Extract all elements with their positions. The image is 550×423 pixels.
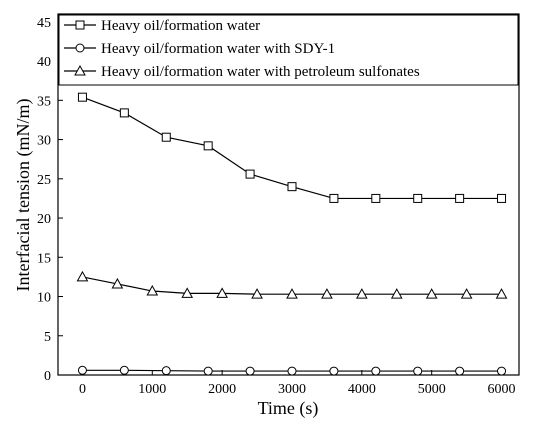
- y-tick-label: 0: [44, 369, 51, 384]
- data-point-circle: [287, 366, 297, 376]
- y-tick-label: 45: [37, 16, 51, 31]
- series-square: [77, 92, 507, 203]
- x-tick-label: 1000: [138, 382, 166, 397]
- legend-item: Heavy oil/formation water: [64, 18, 260, 34]
- data-point-triangle: [146, 284, 159, 296]
- data-point-triangle: [216, 287, 228, 298]
- plot-frame: [57, 13, 520, 376]
- series-triangle: [76, 270, 508, 299]
- y-tick-label: 35: [37, 94, 51, 109]
- y-tick-label: 20: [37, 212, 51, 227]
- data-point-circle: [329, 366, 339, 376]
- x-tick-label: 4000: [348, 382, 376, 397]
- legend-item: Heavy oil/formation water with SDY-1: [64, 41, 335, 57]
- x-axis-ticks: 0 1000 2000 3000 4000 5000 6000: [79, 370, 516, 397]
- y-axis-ticks: 0 5 10 15 20 25 30 35 40 45: [37, 16, 63, 384]
- data-point-square: [119, 108, 129, 118]
- legend-item: Heavy oil/formation water with petroleum…: [64, 64, 420, 80]
- legend-marker-square: [75, 20, 85, 30]
- data-point-triangle: [460, 288, 473, 299]
- x-tick-label: 3000: [278, 382, 306, 397]
- data-point-triangle: [181, 287, 194, 298]
- data-point-square: [371, 193, 381, 203]
- y-tick-label: 25: [37, 173, 51, 188]
- x-tick-label: 6000: [488, 382, 516, 397]
- y-tick-label: 5: [44, 330, 51, 345]
- x-axis-title: Time (s): [258, 398, 319, 419]
- data-point-circle: [497, 366, 507, 376]
- y-tick-label: 10: [37, 291, 51, 306]
- data-point-triangle: [355, 288, 368, 299]
- data-point-circle: [119, 365, 129, 375]
- data-point-triangle: [495, 288, 508, 299]
- series-layer: [76, 92, 508, 376]
- data-point-square: [203, 141, 213, 151]
- data-point-square: [497, 193, 507, 203]
- data-point-circle: [203, 366, 213, 376]
- data-point-triangle: [286, 288, 298, 299]
- legend-label: Heavy oil/formation water with petroleum…: [101, 64, 420, 80]
- y-axis-title: Interfacial tension (mN/m): [13, 99, 34, 292]
- data-point-triangle: [390, 288, 403, 299]
- legend: Heavy oil/formation water Heavy oil/forma…: [58, 14, 519, 86]
- data-point-triangle: [76, 270, 89, 282]
- data-point-square: [455, 193, 465, 203]
- data-point-square: [413, 193, 423, 203]
- data-point-square: [161, 132, 171, 142]
- data-point-circle: [245, 366, 255, 376]
- data-point-circle: [413, 366, 423, 376]
- data-point-triangle: [425, 288, 438, 299]
- data-point-square: [329, 193, 339, 203]
- y-tick-label: 30: [37, 134, 51, 149]
- data-point-circle: [371, 366, 381, 376]
- x-tick-label: 5000: [418, 382, 446, 397]
- x-tick-label: 0: [79, 382, 86, 397]
- data-point-circle: [161, 366, 171, 376]
- legend-marker-triangle: [74, 64, 86, 76]
- data-point-triangle: [321, 288, 333, 299]
- legend-box: [58, 14, 519, 86]
- data-point-square: [287, 182, 297, 192]
- legend-label: Heavy oil/formation water with SDY-1: [101, 41, 335, 57]
- legend-label: Heavy oil/formation water: [101, 18, 260, 34]
- data-point-circle: [455, 366, 465, 376]
- data-point-triangle: [251, 288, 263, 299]
- data-point-triangle: [111, 277, 124, 289]
- legend-marker-circle: [75, 43, 85, 53]
- data-point-square: [77, 92, 87, 102]
- x-tick-label: 2000: [208, 382, 236, 397]
- series-circle: [77, 365, 507, 376]
- y-tick-label: 15: [37, 251, 51, 266]
- data-point-square: [245, 169, 255, 179]
- data-point-circle: [77, 365, 87, 375]
- y-tick-label: 40: [37, 55, 51, 70]
